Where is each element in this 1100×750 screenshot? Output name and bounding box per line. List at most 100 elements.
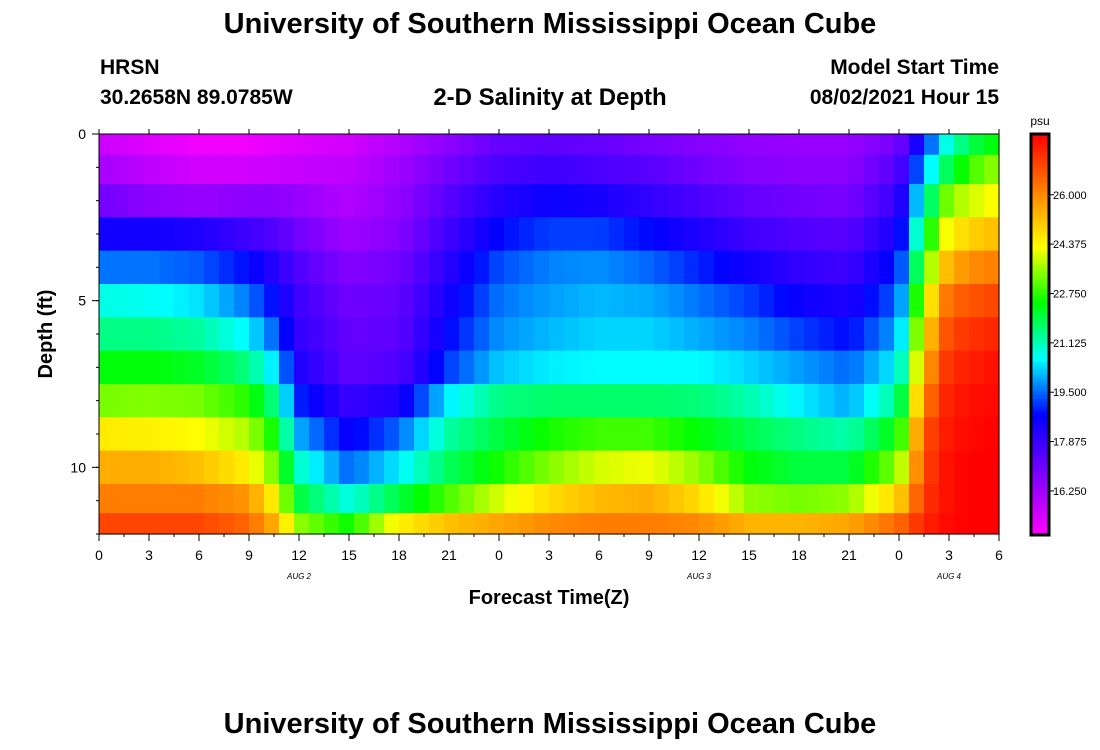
- heatmap-cell: [309, 154, 325, 185]
- heatmap-cell: [984, 513, 1000, 535]
- heatmap-cell: [489, 384, 505, 418]
- heatmap-cell: [804, 484, 820, 514]
- heatmap-cell: [759, 134, 775, 156]
- heatmap-cell: [279, 284, 295, 318]
- heatmap-cell: [789, 217, 805, 252]
- heatmap-cell: [864, 450, 880, 485]
- heatmap-cell: [384, 417, 400, 452]
- heatmap-cell: [174, 154, 190, 185]
- heatmap-cell: [549, 350, 565, 385]
- heatmap-cell: [249, 154, 265, 185]
- heatmap-cell: [579, 134, 595, 156]
- heatmap-cell: [639, 350, 655, 385]
- heatmap-cell: [564, 284, 580, 318]
- heatmap-cell: [789, 417, 805, 452]
- heatmap-cell: [639, 134, 655, 156]
- heatmap-cell: [519, 217, 535, 252]
- heatmap-cell: [759, 154, 775, 185]
- heatmap-cell: [534, 384, 550, 418]
- heatmap-cell: [474, 317, 490, 352]
- colorbar-swatch: [1031, 274, 1049, 279]
- colorbar-tick-label: 16.250: [1053, 486, 1087, 498]
- heatmap-cell: [594, 513, 610, 535]
- heatmap-cell: [294, 317, 310, 352]
- heatmap-cell: [204, 154, 220, 185]
- heatmap-cell: [444, 484, 460, 514]
- heatmap-cell: [504, 384, 520, 418]
- heatmap-cell: [519, 450, 535, 485]
- heatmap-cell: [504, 350, 520, 385]
- heatmap-cell: [594, 250, 610, 285]
- heatmap-cell: [849, 284, 865, 318]
- heatmap-cell: [339, 250, 355, 285]
- colorbar-swatch: [1031, 297, 1049, 302]
- heatmap-cell: [219, 484, 235, 514]
- heatmap-cell: [144, 317, 160, 352]
- heatmap-cell: [384, 484, 400, 514]
- heatmap-cell: [819, 217, 835, 252]
- heatmap-cell: [399, 250, 415, 285]
- heatmap-cell: [354, 134, 370, 156]
- heatmap-cell: [924, 217, 940, 252]
- heatmap-cell: [714, 417, 730, 452]
- heatmap-cell: [159, 450, 175, 485]
- heatmap-cell: [459, 450, 475, 485]
- heatmap-cell: [924, 450, 940, 485]
- heatmap-cell: [669, 134, 685, 156]
- heatmap-cell: [849, 384, 865, 418]
- heatmap-cell: [414, 384, 430, 418]
- heatmap-cell: [489, 417, 505, 452]
- heatmap-cell: [564, 250, 580, 285]
- colorbar-swatch: [1031, 397, 1049, 402]
- heatmap-cell: [444, 317, 460, 352]
- heatmap-cell: [864, 154, 880, 185]
- heatmap-cell: [654, 384, 670, 418]
- heatmap-cell: [969, 217, 985, 252]
- heatmap-cell: [264, 154, 280, 185]
- heatmap-cell: [609, 417, 625, 452]
- heatmap-cell: [624, 217, 640, 252]
- heatmap-cell: [624, 417, 640, 452]
- heatmap-cell: [519, 184, 535, 218]
- colorbar-swatch: [1031, 237, 1049, 242]
- heatmap-cell: [534, 217, 550, 252]
- heatmap-cell: [279, 350, 295, 385]
- heatmap-cell: [909, 513, 925, 535]
- heatmap-cell: [219, 317, 235, 352]
- heatmap-cell: [189, 250, 205, 285]
- heatmap-cell: [744, 184, 760, 218]
- heatmap-cell: [654, 417, 670, 452]
- heatmap-cell: [519, 250, 535, 285]
- heatmap-cell: [489, 317, 505, 352]
- heatmap-cell: [99, 217, 115, 252]
- heatmap-cell: [309, 134, 325, 156]
- heatmap-cell: [309, 217, 325, 252]
- heatmap-cell: [624, 134, 640, 156]
- heatmap-cell: [819, 513, 835, 535]
- heatmap-cell: [939, 134, 955, 156]
- heatmap-cell: [939, 417, 955, 452]
- heatmap-cell: [309, 384, 325, 418]
- heatmap-cell: [984, 384, 1000, 418]
- heatmap-cell: [669, 317, 685, 352]
- heatmap-cell: [249, 350, 265, 385]
- colorbar-swatch: [1031, 511, 1049, 516]
- heatmap-cell: [819, 250, 835, 285]
- colorbar-swatch: [1031, 491, 1049, 496]
- heatmap-cell: [714, 250, 730, 285]
- heatmap-cell: [459, 384, 475, 418]
- colorbar-swatch: [1031, 394, 1049, 399]
- heatmap-cell: [639, 317, 655, 352]
- heatmap-cell: [369, 284, 385, 318]
- heatmap-cell: [594, 134, 610, 156]
- heatmap-cell: [414, 134, 430, 156]
- heatmap-cell: [969, 154, 985, 185]
- colorbar-swatch: [1031, 464, 1049, 469]
- heatmap-cell: [489, 350, 505, 385]
- heatmap-cell: [99, 184, 115, 218]
- heatmap-cell: [579, 317, 595, 352]
- x-tick-label: 6: [995, 547, 1003, 563]
- heatmap-cell: [294, 384, 310, 418]
- heatmap-cell: [294, 284, 310, 318]
- heatmap-cell: [969, 450, 985, 485]
